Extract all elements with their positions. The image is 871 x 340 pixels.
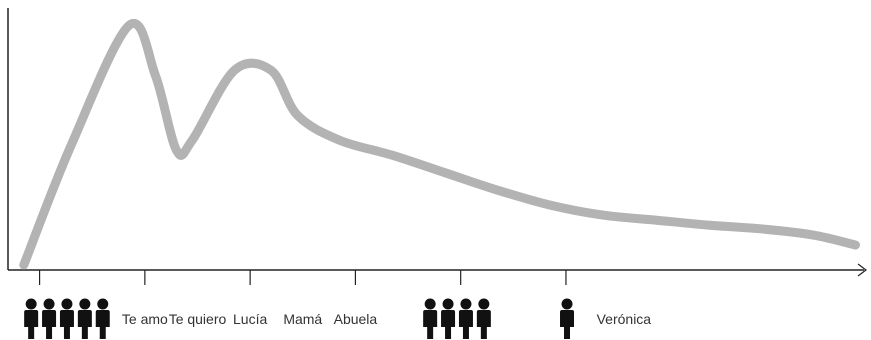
person-icon	[560, 298, 575, 339]
series-line	[19, 18, 860, 270]
x-label: Verónica	[597, 311, 652, 327]
person-icon	[476, 298, 491, 339]
x-axis-ticks	[38, 270, 567, 285]
person-icon	[458, 298, 473, 339]
chart-series	[19, 18, 860, 270]
chart-axes	[7, 8, 867, 277]
x-label: Te quiero	[169, 311, 227, 327]
x-label: Te amo	[122, 311, 168, 327]
person-icon	[77, 298, 92, 339]
x-axis-arrow-icon	[857, 263, 867, 277]
person-icon	[59, 298, 74, 339]
x-label: Abuela	[334, 311, 378, 327]
person-icon	[24, 298, 39, 339]
person-icons	[24, 298, 575, 339]
person-icon	[423, 298, 438, 339]
person-icon	[95, 298, 110, 339]
person-icon	[42, 298, 57, 339]
x-label: Mamá	[283, 311, 322, 327]
x-label: Lucía	[233, 311, 267, 327]
person-icon	[441, 298, 456, 339]
x-axis-labels: Te amo Te quiero Lucía Mamá Abuela Verónica	[122, 311, 651, 327]
